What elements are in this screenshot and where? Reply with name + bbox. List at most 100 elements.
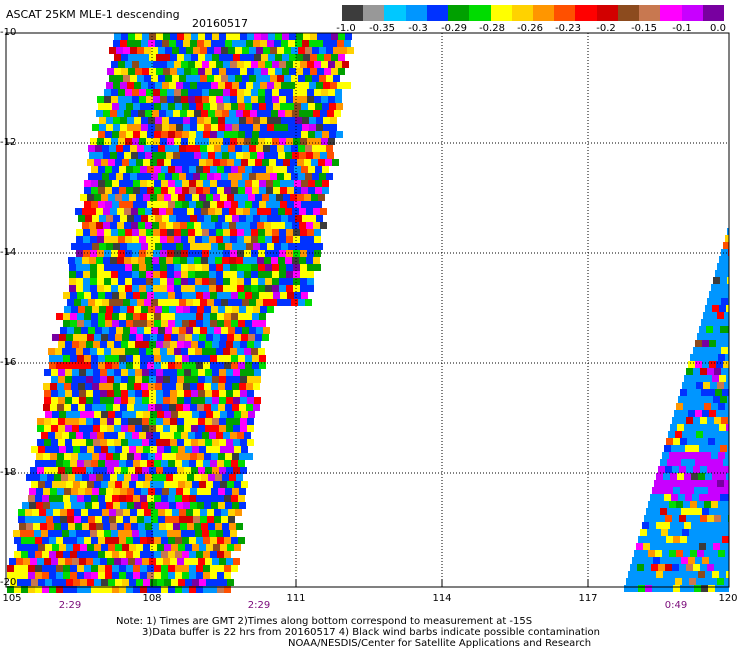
wind-cell bbox=[223, 61, 230, 68]
wind-cell bbox=[194, 152, 201, 159]
wind-cell bbox=[651, 564, 658, 571]
wind-cell bbox=[133, 131, 140, 138]
wind-cell bbox=[91, 180, 98, 187]
wind-cell bbox=[181, 264, 188, 271]
wind-cell bbox=[52, 579, 59, 586]
wind-cell bbox=[170, 467, 177, 474]
wind-cell bbox=[256, 145, 263, 152]
wind-cell bbox=[249, 173, 256, 180]
wind-cell bbox=[150, 446, 157, 453]
wind-cell bbox=[156, 33, 163, 40]
wind-cell bbox=[200, 516, 207, 523]
wind-cell bbox=[260, 40, 267, 47]
wind-cell bbox=[183, 453, 190, 460]
wind-cell bbox=[69, 264, 76, 271]
wind-cell bbox=[29, 488, 36, 495]
wind-cell bbox=[61, 474, 68, 481]
wind-cell bbox=[668, 529, 675, 536]
wind-cell bbox=[312, 173, 319, 180]
wind-cell bbox=[248, 159, 255, 166]
wind-cell bbox=[202, 61, 209, 68]
wind-cell bbox=[94, 194, 101, 201]
wind-cell bbox=[198, 439, 205, 446]
wind-cell bbox=[720, 326, 727, 333]
wind-cell bbox=[313, 257, 320, 264]
wind-cell bbox=[133, 586, 140, 593]
wind-cell bbox=[99, 117, 106, 124]
wind-cell bbox=[243, 208, 250, 215]
wind-cell bbox=[119, 586, 126, 593]
wind-cell bbox=[97, 285, 104, 292]
wind-cell bbox=[175, 572, 182, 579]
wind-cell bbox=[239, 82, 246, 89]
wind-cell bbox=[265, 89, 272, 96]
wind-cell bbox=[258, 278, 265, 285]
wind-cell bbox=[718, 333, 725, 340]
wind-cell bbox=[281, 40, 288, 47]
wind-cell bbox=[127, 383, 134, 390]
wind-cell bbox=[86, 369, 93, 376]
wind-cell bbox=[257, 222, 264, 229]
wind-cell bbox=[292, 110, 299, 117]
wind-cell bbox=[695, 459, 702, 466]
wind-cell bbox=[135, 439, 142, 446]
wind-cell bbox=[43, 453, 50, 460]
wind-cell bbox=[230, 250, 237, 257]
wind-cell bbox=[135, 341, 142, 348]
wind-cell bbox=[172, 509, 179, 516]
wind-cell bbox=[703, 382, 710, 389]
wind-cell bbox=[73, 334, 80, 341]
wind-cell bbox=[226, 33, 233, 40]
wind-cell bbox=[56, 355, 63, 362]
wind-cell bbox=[159, 474, 166, 481]
wind-cell bbox=[160, 89, 167, 96]
wind-cell bbox=[62, 530, 69, 537]
wind-cell bbox=[63, 320, 70, 327]
wind-cell bbox=[162, 502, 169, 509]
wind-cell bbox=[316, 82, 323, 89]
wind-cell bbox=[305, 145, 312, 152]
wind-cell bbox=[658, 515, 665, 522]
wind-cell bbox=[166, 257, 173, 264]
wind-cell bbox=[45, 544, 52, 551]
wind-cell bbox=[695, 340, 702, 347]
wind-cell bbox=[188, 250, 195, 257]
wind-cell bbox=[108, 411, 115, 418]
wind-cell bbox=[663, 522, 670, 529]
wind-cell bbox=[116, 173, 123, 180]
wind-cell bbox=[154, 201, 161, 208]
wind-cell bbox=[727, 277, 729, 284]
wind-cell bbox=[203, 103, 210, 110]
wind-cell bbox=[698, 522, 705, 529]
wind-cell bbox=[113, 404, 120, 411]
wind-cell bbox=[84, 362, 91, 369]
wind-cell bbox=[695, 361, 702, 368]
wind-cell bbox=[93, 558, 100, 565]
wind-cell bbox=[251, 229, 258, 236]
wind-cell bbox=[270, 75, 277, 82]
wind-cell bbox=[102, 509, 109, 516]
wind-cell bbox=[111, 138, 118, 145]
wind-cell bbox=[209, 229, 216, 236]
wind-cell bbox=[313, 110, 320, 117]
wind-cell bbox=[93, 418, 100, 425]
wind-cell bbox=[161, 537, 168, 544]
wind-cell bbox=[172, 327, 179, 334]
wind-cell bbox=[237, 432, 244, 439]
wind-cell bbox=[703, 578, 710, 585]
pass-time-3: 0:49 bbox=[664, 600, 688, 611]
wind-cell bbox=[724, 312, 729, 319]
wind-cell bbox=[199, 334, 206, 341]
wind-cell bbox=[164, 579, 171, 586]
wind-cell bbox=[295, 243, 302, 250]
wind-cell bbox=[234, 159, 241, 166]
wind-cell bbox=[72, 558, 79, 565]
wind-cell bbox=[81, 327, 88, 334]
wind-cell bbox=[196, 537, 203, 544]
wind-cell bbox=[212, 33, 219, 40]
wind-cell bbox=[9, 558, 16, 565]
wind-cell bbox=[211, 404, 218, 411]
wind-cell bbox=[169, 215, 176, 222]
wind-cell bbox=[236, 523, 243, 530]
wind-cell bbox=[263, 47, 270, 54]
